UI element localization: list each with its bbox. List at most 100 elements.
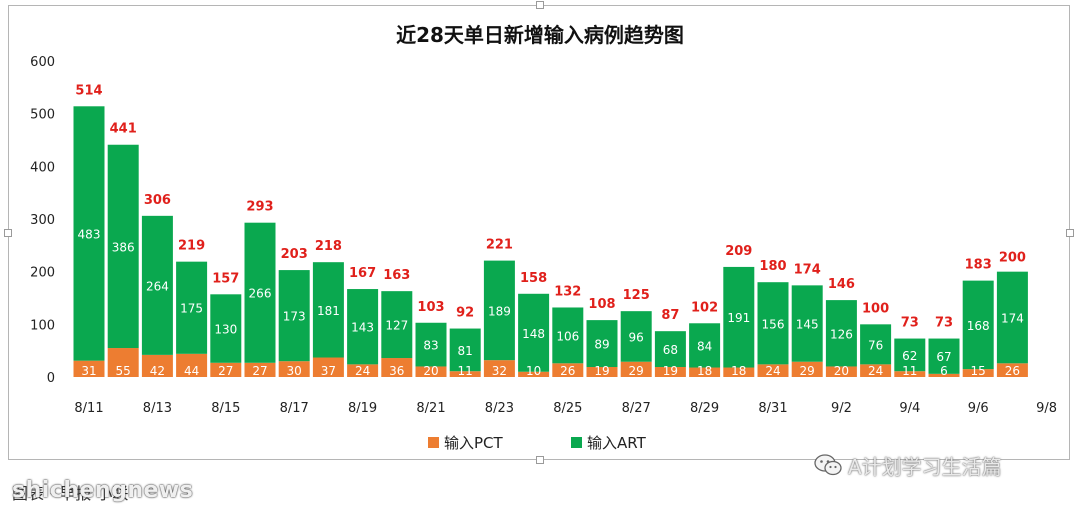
- y-tick-label: 600: [30, 55, 55, 70]
- bar-total-label: 158: [520, 271, 547, 286]
- bar-total-label: 125: [623, 288, 650, 303]
- bar-segment-pct: [654, 366, 686, 377]
- bar-segment-art: [894, 338, 926, 372]
- bar-segment-art: [210, 294, 242, 363]
- x-tick-label: 8/15: [211, 401, 240, 416]
- bar-segment-pct: [552, 363, 584, 377]
- bar-segment-art: [723, 266, 755, 368]
- bar-label-pct: 44: [184, 364, 199, 378]
- bar-segment-art: [449, 328, 481, 372]
- bar-label-art: 96: [629, 330, 644, 344]
- bar-segment-art: [996, 271, 1028, 364]
- resize-handle-bottom[interactable]: [536, 456, 544, 464]
- bar-total-label: 73: [901, 316, 919, 331]
- bar-total-label: 100: [862, 301, 889, 316]
- bar-label-pct: 36: [389, 364, 404, 378]
- bar-label-art: 174: [1001, 311, 1024, 325]
- bar-segment-art: [928, 338, 960, 374]
- bar-segment-pct: [347, 364, 379, 377]
- bar-label-art: 89: [594, 338, 609, 352]
- bar-label-art: 106: [556, 329, 579, 343]
- bar-total-label: 219: [178, 239, 205, 254]
- y-tick-label: 100: [30, 318, 55, 333]
- bar-label-pct: 11: [902, 364, 917, 378]
- resize-handle-left[interactable]: [4, 229, 12, 237]
- bar-total-label: 293: [246, 200, 273, 215]
- bar-segment-pct: [689, 367, 721, 377]
- bar-segment-pct: [210, 362, 242, 377]
- bar-segment-pct: [825, 366, 857, 377]
- bar-segment-pct: [415, 366, 447, 377]
- bar-total-label: 146: [828, 277, 855, 292]
- bar-label-art: 148: [522, 327, 545, 341]
- bar-total-label: 174: [794, 262, 821, 277]
- bar-total-label: 163: [383, 268, 410, 283]
- bar-label-pct: 6: [940, 364, 948, 378]
- bar-segment-art: [73, 106, 105, 361]
- wechat-watermark: A计划学习生活篇: [814, 451, 1002, 479]
- bar-label-pct: 15: [971, 364, 986, 378]
- bar-total-label: 102: [691, 300, 718, 315]
- bar-segment-pct: [620, 361, 652, 377]
- bar-segment-art: [312, 262, 344, 358]
- y-tick-label: 0: [47, 371, 55, 386]
- bar-segment-art: [278, 270, 310, 362]
- bar-label-art: 483: [78, 227, 101, 241]
- bar-segment-art: [689, 323, 721, 368]
- bar-segment-pct: [483, 360, 515, 377]
- source-caption: 图表 · 早报 小联: [12, 484, 129, 503]
- bar-segment-art: [415, 322, 447, 367]
- bar-label-pct: 31: [81, 364, 96, 378]
- bar-label-pct: 18: [697, 364, 712, 378]
- bar-label-art: 264: [146, 279, 169, 293]
- bar-total-label: 306: [144, 193, 171, 208]
- bar-segment-pct: [107, 348, 139, 377]
- bar-total-label: 108: [588, 297, 615, 312]
- y-tick-label: 300: [30, 213, 55, 228]
- bar-total-label: 87: [661, 308, 679, 323]
- bar-segment-art: [860, 324, 892, 365]
- bar-label-art: 181: [317, 304, 340, 318]
- bar-segment-art: [381, 291, 413, 359]
- bar-segment-pct: [757, 364, 789, 377]
- bar-segment-pct: [723, 367, 755, 377]
- x-tick-label: 8/19: [348, 401, 377, 416]
- bar-segment-pct: [312, 357, 344, 377]
- bar-segment-art: [518, 293, 550, 372]
- bar-label-pct: 11: [458, 364, 473, 378]
- x-tick-label: 9/4: [899, 401, 920, 416]
- bars-group: 3148351455386441422643064417521927130157…: [73, 83, 1028, 378]
- legend-swatch: [571, 437, 582, 448]
- bar-segment-art: [347, 289, 379, 365]
- bar-label-art: 191: [727, 311, 750, 325]
- legend-label: 输入ART: [587, 434, 647, 452]
- bar-label-pct: 55: [116, 364, 131, 378]
- bar-segment-pct: [928, 373, 960, 377]
- chart-frame: [4, 1, 1074, 464]
- bar-label-pct: 29: [800, 364, 815, 378]
- legend: 输入PCT 输入ART: [428, 434, 647, 452]
- y-axis: 0 100 200 300 400 500 600: [30, 55, 55, 386]
- bar-segment-pct: [962, 369, 994, 377]
- site-watermark: shichengnews: [12, 478, 194, 503]
- bar-segment-art: [825, 300, 857, 367]
- bar-segment-art: [483, 260, 515, 361]
- bar-label-art: 83: [423, 339, 438, 353]
- y-tick-label: 400: [30, 160, 55, 175]
- bar-label-art: 175: [180, 302, 203, 316]
- bar-label-art: 156: [762, 317, 785, 331]
- x-tick-label: 8/29: [690, 401, 719, 416]
- bar-label-art: 145: [796, 318, 819, 332]
- bar-segment-art: [962, 280, 994, 370]
- x-tick-label: 8/21: [416, 401, 445, 416]
- legend-swatch: [428, 437, 439, 448]
- bar-label-pct: 19: [594, 364, 609, 378]
- resize-handle-right[interactable]: [1066, 229, 1074, 237]
- bar-label-art: 127: [385, 319, 408, 333]
- bar-label-pct: 24: [765, 364, 780, 378]
- x-tick-label: 8/17: [280, 401, 309, 416]
- bar-segment-pct: [860, 364, 892, 377]
- bar-label-pct: 27: [252, 364, 267, 378]
- x-tick-label: 8/27: [622, 401, 651, 416]
- resize-handle-top[interactable]: [536, 1, 544, 9]
